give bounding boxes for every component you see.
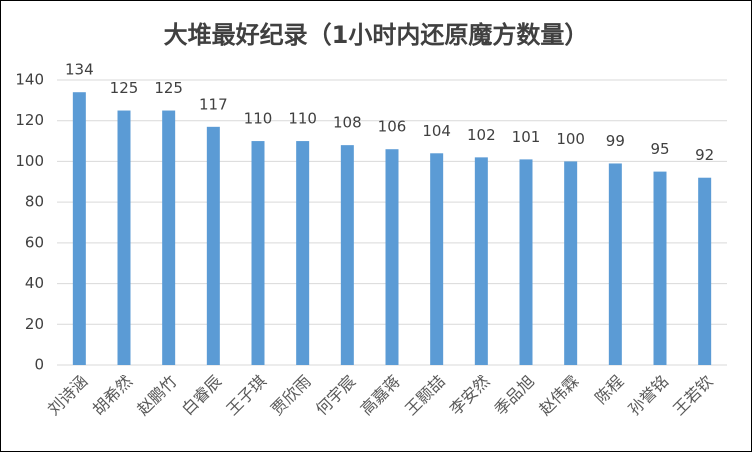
value-label: 104 [422,122,451,140]
y-tick-label: 40 [25,274,44,292]
bar [72,92,86,365]
bar [340,145,354,365]
value-label: 125 [110,79,139,97]
y-tick-label: 0 [34,356,44,374]
value-label: 125 [154,79,183,97]
y-tick-label: 80 [25,193,44,211]
value-label: 117 [199,95,228,113]
bar [296,141,310,365]
bar [251,141,265,365]
bar [474,157,488,365]
y-tick-label: 120 [15,111,44,129]
bar [698,177,712,365]
value-label: 99 [606,132,625,150]
y-tick-label: 60 [25,233,44,251]
bar [519,159,533,365]
bar [206,126,220,365]
value-label: 95 [650,140,669,158]
bar [564,161,578,365]
value-label: 101 [512,128,541,146]
bar [385,149,399,365]
bar [162,110,176,366]
value-label: 100 [556,130,585,148]
value-label: 92 [695,146,714,164]
value-label: 106 [378,118,407,136]
bar [608,163,622,365]
y-tick-label: 100 [15,152,44,170]
bar [117,110,131,366]
y-tick-label: 140 [15,71,44,89]
y-tick-label: 20 [25,315,44,333]
chart-title: 大堆最好纪录（1小时内还原魔方数量） [164,21,589,49]
value-label: 110 [288,110,317,128]
value-label: 134 [65,61,94,79]
bar [653,171,667,365]
value-label: 110 [244,110,273,128]
value-label: 108 [333,114,362,132]
value-label: 102 [467,126,496,144]
bar [430,153,444,365]
